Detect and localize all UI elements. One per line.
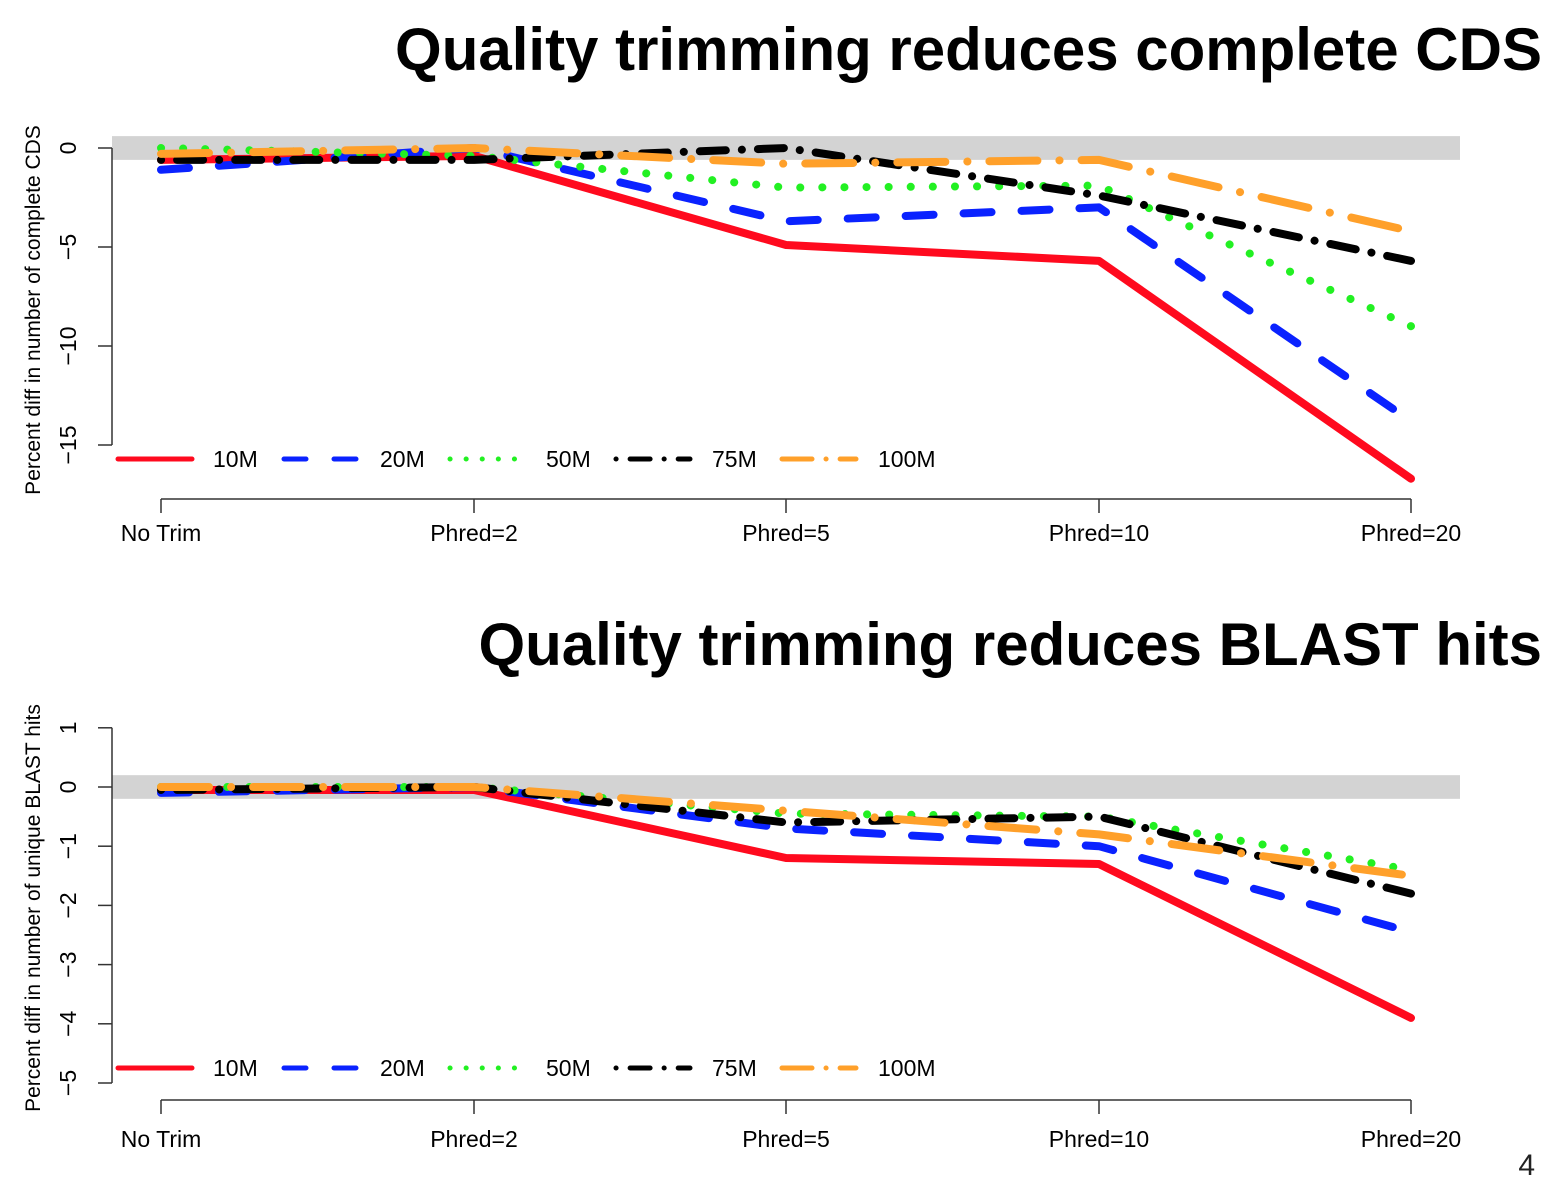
- y-tick-label: −4: [55, 1010, 81, 1036]
- chart-title: Quality trimming reduces complete CDS: [395, 16, 1542, 83]
- legend-label-50m: 50M: [546, 1055, 591, 1081]
- y-tick-label: 0: [55, 142, 81, 155]
- x-tick-label: Phred=5: [742, 520, 830, 546]
- x-tick-label: Phred=2: [430, 1126, 518, 1152]
- x-tick-label: Phred=20: [1361, 1126, 1461, 1152]
- series-line-10m: [157, 151, 1415, 483]
- legend-label-75m: 75M: [712, 1055, 757, 1081]
- y-tick-label: 1: [55, 721, 81, 734]
- chart-blast-hits: Quality trimming reduces BLAST hits Perc…: [22, 611, 1542, 1152]
- legend-label-20m: 20M: [380, 1055, 425, 1081]
- y-axis-label: Percent diff in number of complete CDS: [22, 125, 45, 495]
- y-tick-label: −3: [55, 951, 81, 977]
- x-tick-label: Phred=10: [1049, 520, 1149, 546]
- series-line-20m: [157, 783, 1415, 936]
- x-tick-label: Phred=2: [430, 520, 518, 546]
- legend-label-75m: 75M: [712, 446, 757, 472]
- y-tick-label: −5: [55, 234, 81, 260]
- y-tick-label: −1: [55, 833, 81, 859]
- legend-label-50m: 50M: [546, 446, 591, 472]
- series-line-100m: [157, 783, 1415, 880]
- x-tick-label: Phred=5: [742, 1126, 830, 1152]
- y-axis-label: Percent diff in number of unique BLAST h…: [22, 704, 45, 1112]
- series-line-10m: [157, 786, 1415, 1022]
- x-tick-label: Phred=10: [1049, 1126, 1149, 1152]
- chart-title: Quality trimming reduces BLAST hits: [478, 611, 1542, 678]
- y-tick-label: −10: [55, 326, 81, 365]
- x-tick-label: Phred=20: [1361, 520, 1461, 546]
- y-tick-label: −2: [55, 892, 81, 918]
- series-line-50m: [157, 144, 1415, 331]
- legend-label-100m: 100M: [878, 1055, 936, 1081]
- x-tick-label: No Trim: [121, 520, 202, 546]
- legend-label-20m: 20M: [380, 446, 425, 472]
- page-number: 4: [1518, 1149, 1535, 1182]
- y-tick-label: −15: [55, 425, 81, 464]
- y-tick-label: 0: [55, 781, 81, 794]
- y-tick-label: −5: [55, 1070, 81, 1096]
- x-tick-label: No Trim: [121, 1126, 202, 1152]
- legend-label-100m: 100M: [878, 446, 936, 472]
- chart-complete-cds: Quality trimming reduces complete CDS Pe…: [22, 16, 1542, 546]
- series-line-20m: [157, 144, 1415, 426]
- legend-label-10m: 10M: [213, 1055, 258, 1081]
- legend-label-10m: 10M: [213, 446, 258, 472]
